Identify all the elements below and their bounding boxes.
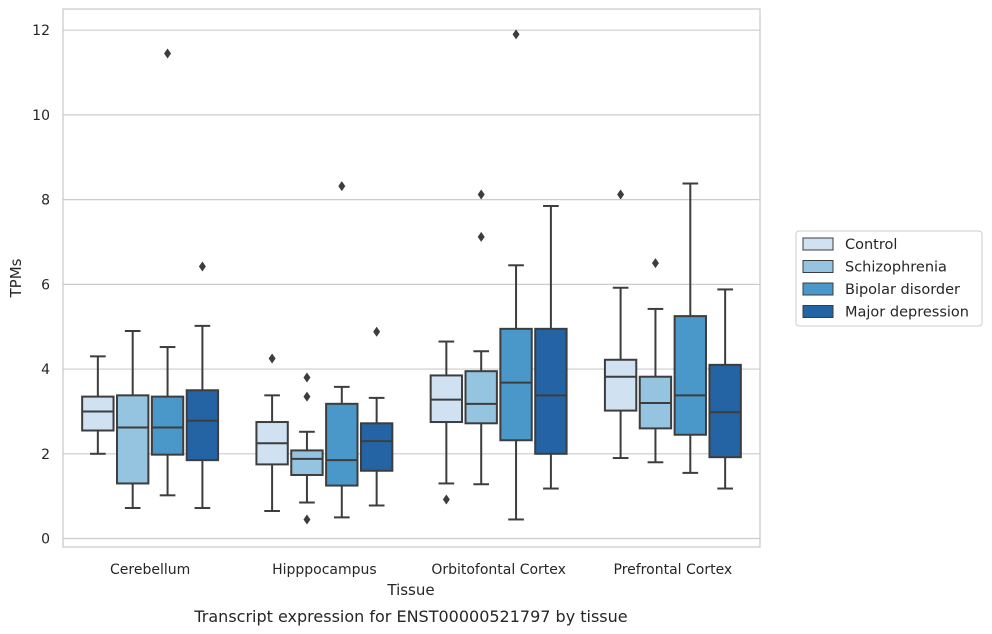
outlier-point (617, 189, 625, 200)
outlier-point (338, 181, 346, 192)
legend-swatch (802, 282, 834, 296)
box-iqr (116, 394, 150, 485)
legend: Control Schizophrenia Bipolar disorder Majo… (795, 230, 983, 327)
box-schizophrenia (638, 258, 673, 464)
box-major-depression (359, 326, 394, 507)
box-schizophrenia (116, 329, 150, 510)
box-major-depression (708, 288, 742, 490)
x-tick-label: Hipppocampus (272, 562, 377, 578)
legend-swatch (802, 260, 834, 273)
outlier-point (477, 231, 485, 242)
y-tick-label: 10 (32, 108, 50, 124)
box-iqr (359, 422, 394, 472)
legend-label: Schizophrenia (845, 260, 947, 276)
plot-area (63, 9, 760, 547)
y-tick-label: 4 (41, 362, 50, 378)
y-tick-label: 6 (41, 277, 50, 293)
box-iqr (150, 395, 185, 456)
box-control (429, 340, 464, 505)
x-tick-labels: Cerebellum Hipppocampus Orbitofontal Corte… (110, 562, 732, 578)
chart-caption: Transcript expression for ENST0000052179… (193, 607, 627, 626)
outlier-point (477, 189, 485, 200)
legend-label: Major depression (845, 305, 969, 321)
y-tick-label: 12 (32, 23, 50, 39)
legend-swatch (802, 237, 834, 251)
box-iqr (81, 395, 115, 432)
y-tick-label: 8 (41, 193, 50, 209)
box-iqr (290, 449, 324, 476)
box-iqr (708, 363, 742, 459)
outlier-point (164, 48, 172, 59)
x-axis-title: Tissue (386, 581, 434, 599)
y-tick-labels: 0 2 4 6 8 10 12 (32, 23, 50, 547)
box-schizophrenia (464, 189, 498, 486)
plot-frame (62, 8, 761, 548)
legend-label: Control (845, 237, 897, 253)
box-bipolar-disorder (325, 181, 359, 519)
x-tick-label: Cerebellum (110, 562, 190, 578)
box-groups (81, 29, 742, 525)
box-bipolar-disorder (499, 29, 533, 521)
legend-entries: Control Schizophrenia Bipolar disorder Majo… (802, 237, 969, 321)
outlier-point (268, 353, 276, 364)
outlier-point (442, 494, 450, 505)
box-bipolar-disorder (150, 48, 185, 497)
box-iqr (673, 315, 707, 436)
box-major-depression (185, 261, 220, 510)
box-major-depression (534, 204, 568, 490)
box-iqr (325, 402, 359, 487)
legend-swatch (802, 305, 834, 318)
box-bipolar-disorder (673, 182, 707, 474)
outlier-point (373, 326, 381, 337)
box-control (81, 355, 115, 455)
y-tick-label: 2 (41, 447, 50, 463)
y-axis-title: TPMs (7, 258, 25, 298)
box-iqr (464, 370, 498, 425)
box-control (603, 189, 638, 460)
box-control (255, 353, 289, 512)
outlier-point (198, 261, 206, 272)
box-iqr (603, 358, 638, 412)
x-tick-label: Prefrontal Cortex (614, 562, 733, 578)
outlier-point (303, 372, 311, 383)
legend-frame (795, 230, 983, 327)
box-iqr (499, 327, 533, 442)
box-iqr (185, 389, 220, 462)
x-tick-label: Orbitofontal Cortex (431, 562, 566, 578)
outlier-point (303, 514, 311, 525)
y-tick-label: 0 (41, 532, 50, 548)
legend-label: Bipolar disorder (845, 282, 960, 298)
outlier-point (512, 29, 520, 40)
box-iqr (534, 327, 568, 455)
outlier-point (651, 258, 659, 269)
box-schizophrenia (290, 372, 324, 525)
outlier-point (303, 391, 311, 402)
